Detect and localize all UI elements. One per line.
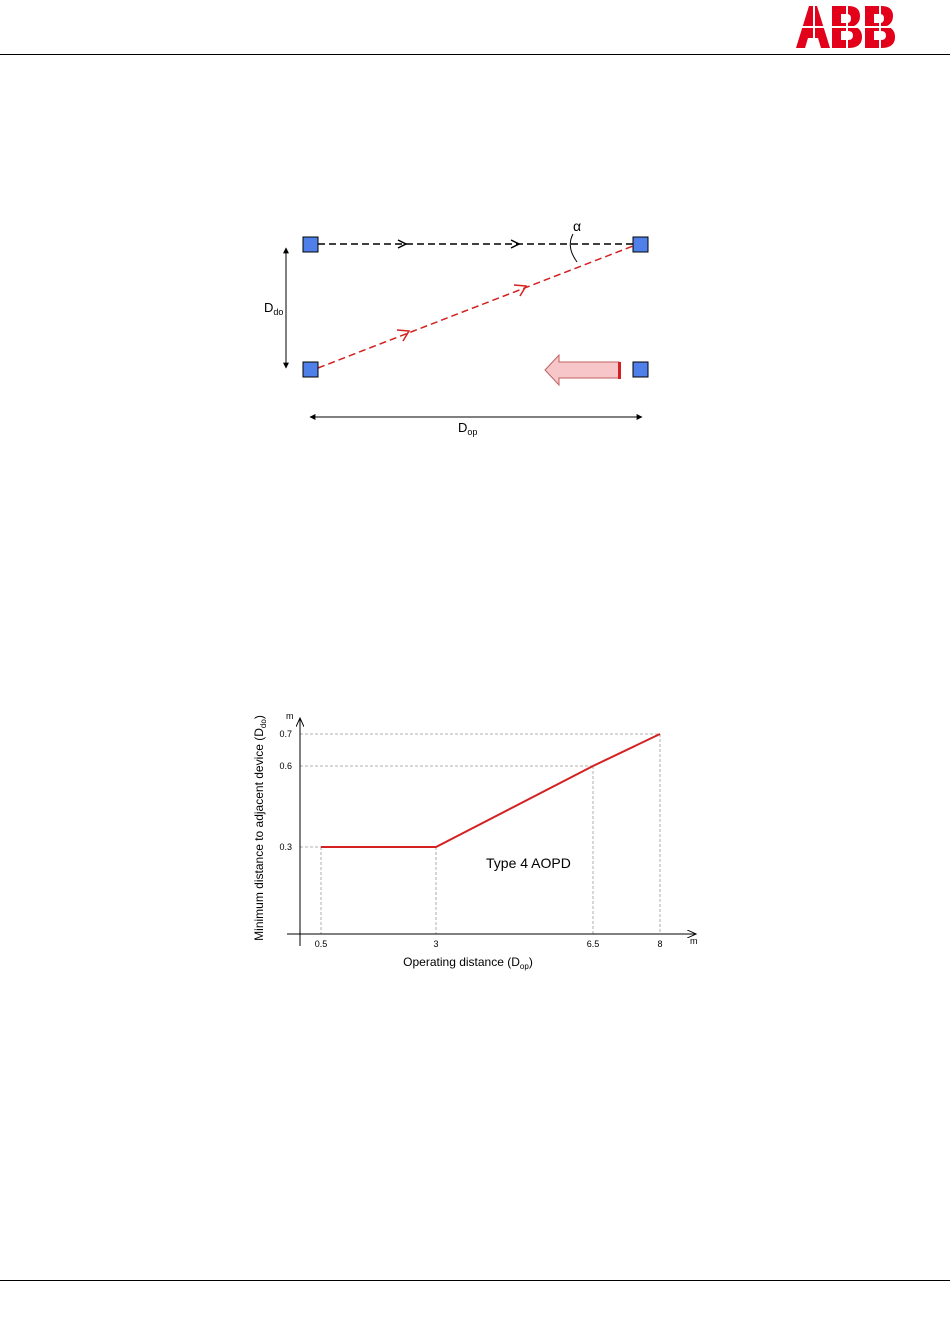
footer-rule	[0, 1280, 950, 1281]
series-line	[321, 733, 661, 848]
beam-angle-diagram: α Ddo Dop	[264, 218, 649, 437]
x-unit-label: m	[690, 936, 698, 946]
lower-beam-chevron	[513, 284, 528, 297]
chart-guides	[300, 733, 661, 934]
device-bottom-left	[302, 361, 319, 378]
x-axis-title: Operating distance (Dop)	[403, 955, 533, 971]
device-top-left	[302, 236, 319, 253]
distance-chart: m m 0.5 3 6.5 8 0.3 0.6 0.7 Type 4 AOPD Minimu…	[252, 711, 698, 971]
abb-logo	[796, 6, 898, 48]
chart-series	[321, 733, 661, 848]
lower-beam-chevron	[396, 329, 411, 342]
chart-tick-labels: 0.5 3 6.5 8 0.3 0.6 0.7	[279, 729, 662, 949]
angle-arc	[569, 233, 578, 263]
y-tick-label: 0.7	[279, 729, 292, 739]
y-tick-label: 0.3	[279, 842, 292, 852]
x-tick-label: 6.5	[587, 939, 600, 949]
y-tick-label: 0.6	[279, 761, 292, 771]
header-rule	[0, 54, 950, 55]
device-top-right	[632, 236, 649, 253]
upper-beam-chevron	[397, 239, 408, 249]
x-tick-label: 3	[433, 939, 438, 949]
chart-annotation: Type 4 AOPD	[486, 855, 571, 871]
y-unit-label: m	[286, 711, 294, 721]
horizontal-dimension-label: Dop	[458, 420, 477, 437]
y-axis-title: Minimum distance to adjacent device (Ddo…	[252, 715, 268, 941]
approach-arrow-icon	[544, 353, 620, 387]
upper-beam-chevron	[510, 239, 521, 249]
angle-label: α	[573, 218, 581, 234]
x-tick-label: 8	[657, 939, 662, 949]
device-bottom-right	[632, 361, 649, 378]
vertical-dimension-label: Ddo	[264, 300, 283, 317]
x-tick-label: 0.5	[315, 939, 328, 949]
lower-beam-line	[317, 245, 634, 369]
approach-arrow-marker	[618, 362, 621, 379]
